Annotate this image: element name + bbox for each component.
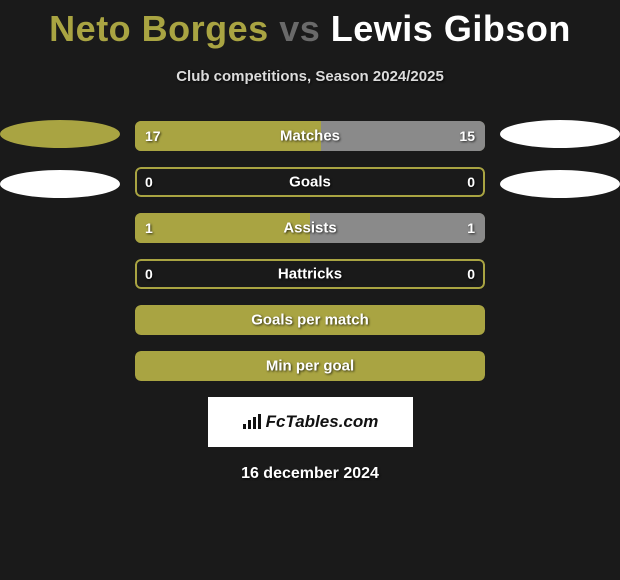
stat-value-player2: 1 [467, 220, 475, 236]
stat-label: Goals per match [251, 312, 369, 329]
stat-row: Goals per match [135, 305, 485, 335]
stat-row: 0 0 Hattricks [135, 259, 485, 289]
brand-label: FcTables.com [266, 412, 379, 432]
stat-bars: 17 15 Matches 0 0 Goals 1 1 Assists 0 0 Hattricks Go… [135, 121, 485, 381]
stat-row: 17 15 Matches [135, 121, 485, 151]
stat-row: Min per goal [135, 351, 485, 381]
brand-text: FcTables.com [242, 412, 379, 432]
vs-text: vs [279, 8, 320, 49]
player1-name: Neto Borges [49, 8, 269, 49]
stat-label: Goals [289, 174, 331, 191]
stat-value-player2: 0 [467, 266, 475, 282]
stat-value-player1: 17 [145, 128, 161, 144]
stat-value-player2: 0 [467, 174, 475, 190]
ellipse-marker [0, 120, 120, 148]
stat-label: Min per goal [266, 358, 354, 375]
stat-value-player1: 1 [145, 220, 153, 236]
ellipse-marker [500, 120, 620, 148]
ellipse-marker [500, 170, 620, 198]
player1-markers [0, 120, 120, 220]
stat-label: Matches [280, 128, 340, 145]
comparison-title: Neto Borges vs Lewis Gibson [0, 0, 620, 50]
player2-markers [500, 120, 620, 220]
stat-value-player1: 0 [145, 174, 153, 190]
date-label: 16 december 2024 [0, 465, 620, 483]
brand-box: FcTables.com [208, 397, 413, 447]
stat-value-player1: 0 [145, 266, 153, 282]
ellipse-marker [0, 170, 120, 198]
stat-row: 1 1 Assists [135, 213, 485, 243]
player2-name: Lewis Gibson [331, 8, 571, 49]
subtitle: Club competitions, Season 2024/2025 [0, 68, 620, 85]
chart-icon [242, 414, 262, 430]
stat-row: 0 0 Goals [135, 167, 485, 197]
stat-label: Assists [283, 220, 336, 237]
stat-value-player2: 15 [459, 128, 475, 144]
stat-label: Hattricks [278, 266, 342, 283]
